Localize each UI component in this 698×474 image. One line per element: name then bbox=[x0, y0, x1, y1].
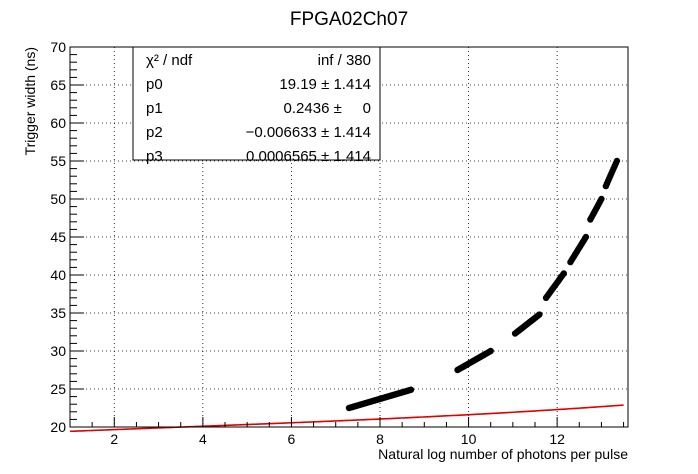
data-segment bbox=[602, 157, 621, 190]
data-point bbox=[536, 311, 543, 318]
y-tick-label: 35 bbox=[50, 305, 66, 321]
data-segment bbox=[542, 270, 567, 301]
x-tick-label: 8 bbox=[376, 431, 384, 447]
x-tick-label: 4 bbox=[199, 431, 207, 447]
y-tick-label: 65 bbox=[50, 77, 66, 93]
data-point bbox=[560, 270, 567, 277]
stats-row-label: p3 bbox=[146, 148, 163, 165]
x-axis-title: Natural log number of photons per pulse bbox=[378, 446, 628, 462]
data-segment bbox=[567, 233, 590, 266]
y-axis-title: Trigger width (ns) bbox=[22, 47, 38, 155]
data-point bbox=[407, 386, 415, 393]
fit-curve-layer bbox=[69, 404, 624, 433]
y-tick-label: 40 bbox=[50, 267, 66, 283]
x-tick-label: 6 bbox=[288, 431, 296, 447]
y-tick-label: 25 bbox=[50, 381, 66, 397]
stats-row-label: p2 bbox=[146, 124, 163, 141]
data-segment bbox=[454, 347, 494, 374]
data-point bbox=[598, 195, 605, 203]
x-tick-label: 12 bbox=[549, 431, 565, 447]
axes: 2 4 6 8 10 12 20 25 30 35 40 45 50 55 60 65 70 bbox=[50, 39, 625, 447]
y-tick-label: 20 bbox=[50, 419, 66, 435]
y-tick-label: 55 bbox=[50, 153, 66, 169]
stats-row-value: 0.0006565 ± 1.414 bbox=[246, 148, 371, 165]
data-points-layer bbox=[345, 157, 621, 412]
x-tick-label: 2 bbox=[110, 431, 118, 447]
stats-row-label: χ² / ndf bbox=[146, 52, 193, 69]
data-segment bbox=[587, 195, 605, 223]
fit-curve bbox=[69, 404, 624, 433]
x-tick-label: 10 bbox=[461, 431, 477, 447]
data-point bbox=[487, 347, 494, 355]
stats-box: χ² / ndf inf / 380 p0 19.19 ± 1.414 p1 0.2436… bbox=[132, 46, 381, 165]
data-segment bbox=[511, 311, 543, 337]
y-tick-label: 30 bbox=[50, 343, 66, 359]
y-tick-label: 45 bbox=[50, 229, 66, 245]
stats-row-value: 19.19 ± 1.414 bbox=[279, 76, 371, 93]
stats-row-value: inf / 380 bbox=[318, 52, 371, 69]
stats-row-label: p1 bbox=[146, 100, 163, 117]
chart-title: FPGA02Ch07 bbox=[290, 9, 408, 30]
stats-row-label: p0 bbox=[146, 76, 163, 93]
stats-row-value: 0.2436 ± 0 bbox=[284, 100, 371, 117]
y-tick-label: 70 bbox=[50, 39, 66, 55]
data-segment bbox=[345, 386, 415, 412]
data-point bbox=[613, 157, 621, 165]
stats-box-frame bbox=[132, 46, 381, 161]
data-point bbox=[582, 233, 590, 241]
y-tick-label: 50 bbox=[50, 191, 66, 207]
grid bbox=[70, 47, 628, 427]
stats-row-value: −0.006633 ± 1.414 bbox=[246, 124, 371, 141]
y-tick-label: 60 bbox=[50, 115, 66, 131]
